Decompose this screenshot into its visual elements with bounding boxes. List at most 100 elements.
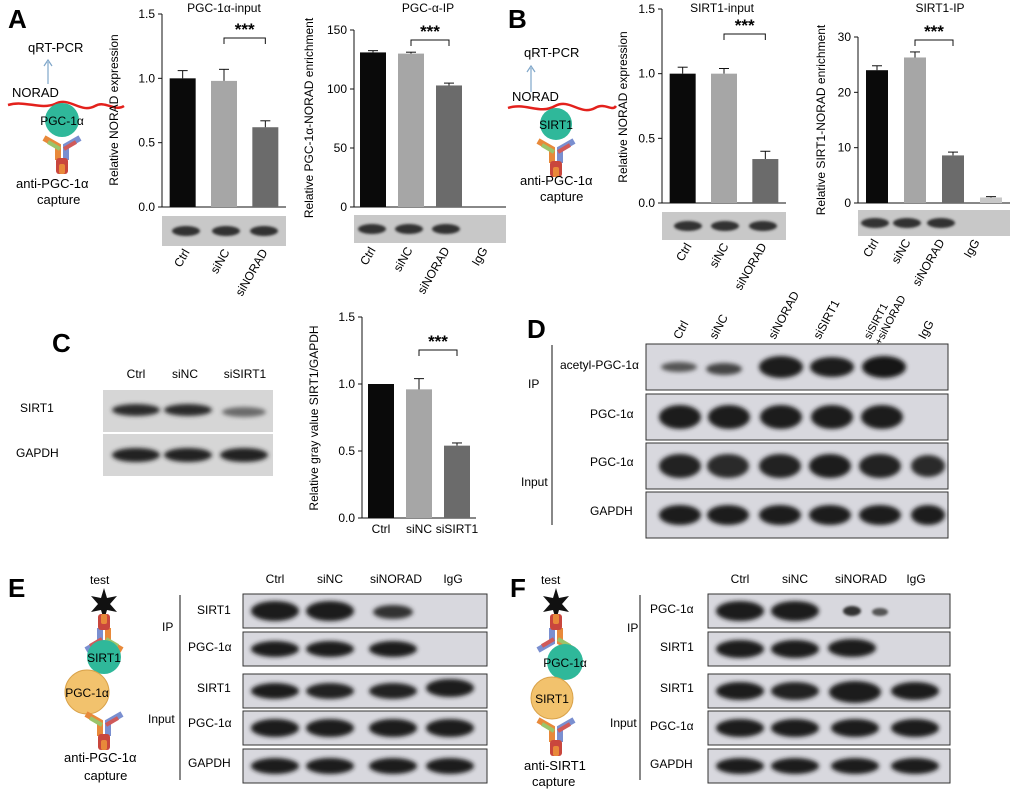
blot-d: Ctrl siNC siNORAD siSIRT1 siSIRT1 +siNOR… (521, 289, 949, 539)
diagram-b: qRT-PCR NORAD SIRT1 anti-PGC-1α capture (507, 45, 618, 204)
chart-title: PGC-α-IP (402, 1, 454, 15)
lane-label: siNORAD (731, 240, 769, 292)
lane-label: siNC (317, 572, 343, 586)
arrow-head-icon (526, 64, 536, 73)
y-tick-label: 150 (327, 23, 347, 37)
lane-label: siNC (888, 236, 913, 266)
blot-strip-b1 (662, 212, 786, 240)
star-icon (91, 588, 117, 620)
y-tick-label: 0.5 (138, 136, 155, 150)
y-axis-label: Relative SIRT1-NORAD enrichment (814, 24, 828, 215)
chart-b1: SIRT1-input Relative NORAD expression 0.0 0… (616, 1, 786, 210)
y-tick-label: 0.0 (638, 196, 655, 210)
diagram-e-capture: capture (84, 768, 127, 783)
diagram-e-bottom: PGC-1α (65, 686, 109, 700)
y-tick-label: 1.0 (338, 377, 355, 391)
diagram-f: test PGC-1α SIRT1 anti-SIRT1 capture (524, 573, 587, 789)
lane-label: Ctrl (171, 247, 192, 270)
antibody-icon (538, 141, 574, 177)
lane-labels-b1: Ctrl siNC siNORAD (673, 240, 770, 292)
bar (711, 73, 737, 204)
chart-title: SIRT1-IP (915, 1, 964, 15)
significance-label: *** (420, 22, 440, 41)
significance-label: *** (735, 16, 755, 35)
lane-labels-b2: Ctrl siNC siNORAD IgG (860, 236, 982, 288)
significance-bracket (410, 39, 450, 46)
diagram-a-capture: capture (37, 192, 80, 207)
lane-label: Ctrl (127, 367, 146, 381)
lane-label: Ctrl (266, 572, 285, 586)
diagram-b-capture: capture (540, 189, 583, 204)
blot-c: Ctrl siNC siSIRT1 SIRT1 GAPDH (16, 367, 273, 476)
bar (360, 52, 386, 207)
y-tick-label: 1.0 (638, 67, 655, 81)
bar (752, 159, 779, 203)
antibody-icon (538, 720, 574, 756)
row-label: PGC-1α (650, 602, 694, 616)
bar (866, 70, 888, 203)
star-icon (543, 588, 569, 620)
y-axis-label: Relative NORAD expression (107, 34, 121, 185)
protein-circle-icon (530, 676, 574, 720)
antibody-icon (44, 138, 80, 174)
diagram-e-test: test (90, 573, 110, 587)
diagram-a-qrtpcr: qRT-PCR (28, 40, 83, 55)
lane-label: IgG (915, 318, 936, 342)
chart-a1: PGC-1α-input Relative NORAD expression 0.0… (107, 1, 286, 214)
lane-label: siNC (782, 572, 808, 586)
y-tick-label: 0 (844, 196, 851, 210)
y-tick-label: 50 (334, 141, 348, 155)
row-label: GAPDH (650, 757, 693, 771)
y-tick-label: 10 (838, 141, 852, 155)
lane-label: siNC (207, 246, 232, 276)
significance-label: *** (428, 332, 448, 351)
row-label: PGC-1α (650, 719, 694, 733)
y-tick-label: 1.5 (638, 2, 655, 16)
chart-title: SIRT1-input (690, 1, 754, 15)
lane-label: siNORAD (232, 246, 270, 298)
panel-label-c: C (52, 328, 71, 358)
x-tick-label: siNC (406, 522, 432, 536)
diagram-a: qRT-PCR NORAD PGC-1α anti-PGC-1α capture (7, 40, 125, 207)
chart-a2: PGC-α-IP Relative PGC-1α-NORAD enrichment… (302, 1, 506, 218)
bar (942, 155, 964, 203)
row-label: PGC-1α (188, 640, 232, 654)
y-tick-label: 0.0 (138, 200, 155, 214)
lane-label: siNORAD (835, 572, 887, 586)
row-label-sirt1: SIRT1 (20, 401, 54, 415)
blot-e: Ctrl siNC siNORAD IgG IP Input SIRT1 PGC… (148, 572, 488, 784)
panel-label-a: A (8, 4, 27, 34)
blot-f: Ctrl siNC siNORAD IgG IP Input PGC-1α SI… (610, 572, 951, 784)
significance-bracket (914, 39, 954, 46)
protein-circle-icon (540, 108, 572, 140)
bar (904, 57, 926, 204)
panel-label-e: E (8, 573, 25, 603)
bar (169, 78, 196, 207)
blot-strip-b2 (858, 210, 1010, 236)
bar (980, 197, 1002, 203)
row-label: SIRT1 (660, 681, 694, 695)
panel-label-d: D (527, 314, 546, 344)
row-label: SIRT1 (197, 603, 231, 617)
lane-label: Ctrl (357, 245, 378, 268)
panel-label-b: B (508, 4, 527, 34)
lane-label: siNORAD (370, 572, 422, 586)
y-tick-label: 1.5 (138, 7, 155, 21)
bar (398, 53, 424, 207)
diagram-b-norad: NORAD (512, 89, 559, 104)
chart-c: Relative gray value SIRT1/GAPDH 0.0 0.5 1.0… (307, 310, 479, 536)
x-tick-label: siSIRT1 (436, 522, 479, 536)
y-tick-label: 1.0 (138, 71, 155, 85)
y-tick-label: 30 (838, 30, 852, 44)
rna-strand-icon (507, 102, 618, 112)
significance-bracket (418, 349, 458, 356)
y-axis-label: Relative NORAD expression (616, 31, 630, 182)
chart-b2: SIRT1-IP Relative SIRT1-NORAD enrichment 0… (814, 1, 1010, 215)
lane-label: Ctrl (670, 318, 691, 341)
diagram-e: test SIRT1 PGC-1α anti-PGC-1α capture (64, 573, 137, 783)
bar (436, 85, 462, 207)
bar (406, 389, 432, 518)
lane-label: Ctrl (731, 572, 750, 586)
diagram-e-top: SIRT1 (87, 651, 121, 665)
diagram-b-antibody: anti-PGC-1α (520, 173, 593, 188)
